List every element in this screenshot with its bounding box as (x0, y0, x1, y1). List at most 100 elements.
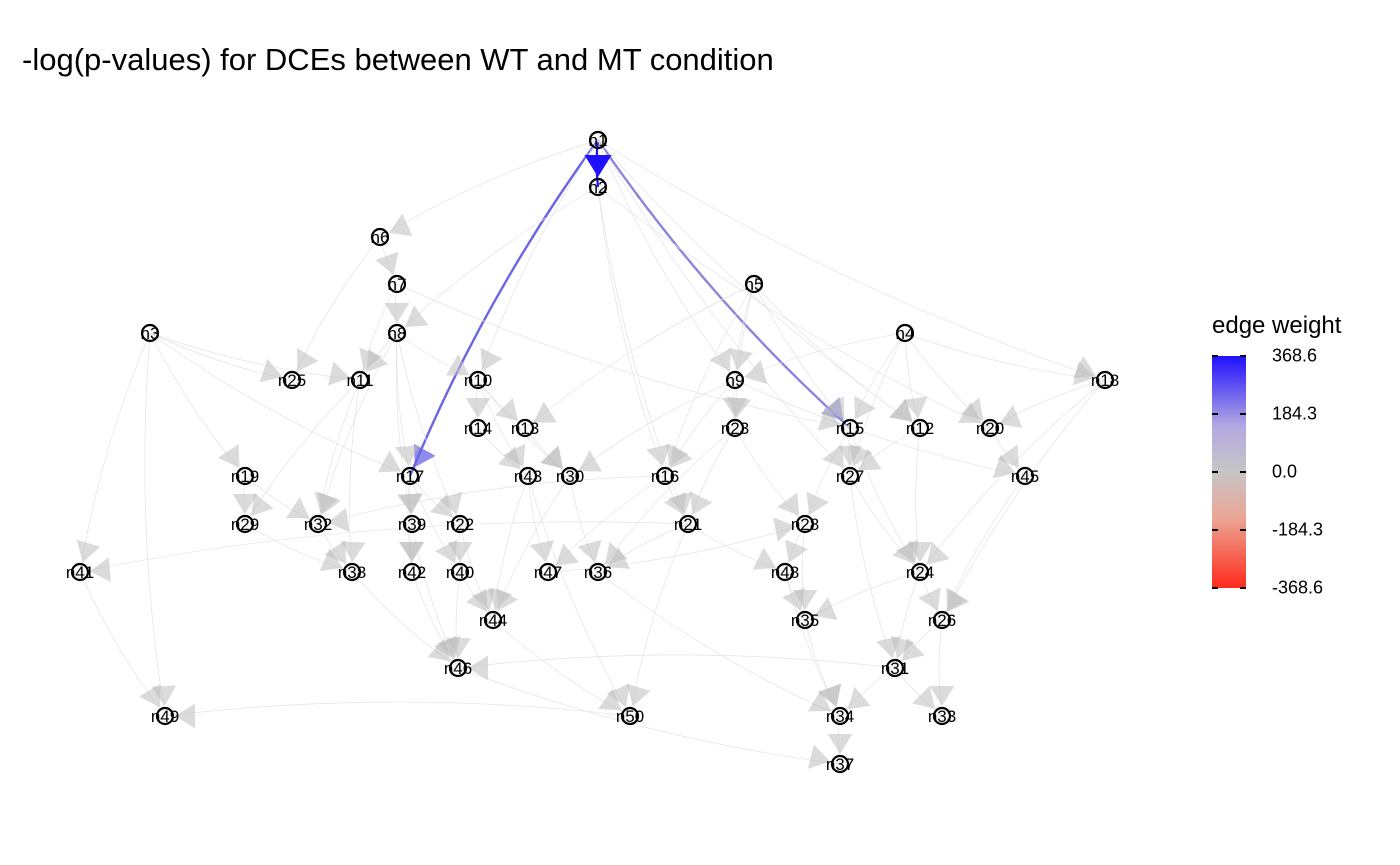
node-n9[interactable]: n9 (726, 370, 745, 390)
node-n20[interactable]: n20 (976, 418, 1004, 438)
node-n29[interactable]: n29 (231, 514, 259, 534)
node-label: n42 (398, 563, 426, 582)
node-n45[interactable]: n45 (1011, 466, 1039, 486)
edge (408, 139, 599, 477)
node-n7[interactable]: n7 (387, 274, 407, 294)
edge-arrowhead (328, 361, 351, 386)
node-n47[interactable]: n47 (534, 562, 562, 582)
node-n3[interactable]: n3 (141, 323, 160, 343)
edge (597, 139, 1106, 381)
node-n12[interactable]: n12 (906, 418, 934, 438)
node-n18[interactable]: n18 (1091, 370, 1119, 390)
edge (687, 427, 736, 525)
node-label: n47 (534, 563, 562, 582)
edge-arrowhead (497, 446, 521, 470)
edge (569, 475, 599, 573)
node-n21[interactable]: n21 (674, 514, 702, 534)
node-label: n31 (881, 659, 909, 678)
node-n2[interactable]: n2 (589, 177, 608, 197)
node-n11[interactable]: n11 (346, 370, 374, 390)
node-n46[interactable]: n46 (444, 658, 472, 678)
edge-arrowhead (286, 497, 310, 519)
node-n22[interactable]: n22 (446, 514, 474, 534)
node-n5[interactable]: n5 (745, 274, 764, 294)
node-n44[interactable]: n44 (479, 610, 507, 630)
edge-arrowhead (366, 348, 389, 373)
edge-arrowhead (175, 703, 195, 729)
node-n34[interactable]: n34 (826, 706, 854, 726)
edge (477, 379, 529, 477)
node-n33[interactable]: n33 (928, 706, 956, 726)
node-circle (620, 706, 640, 726)
node-label: n44 (479, 611, 507, 630)
edge-arrowhead (89, 557, 111, 583)
edge-arrowhead (578, 450, 603, 472)
node-n10[interactable]: n10 (464, 370, 492, 390)
node-n13[interactable]: n13 (511, 418, 539, 438)
edge (396, 283, 851, 429)
node-n27[interactable]: n27 (836, 466, 864, 486)
node-n48[interactable]: n48 (771, 562, 799, 582)
node-label: n28 (791, 515, 819, 534)
node-circle (308, 514, 328, 534)
node-n38[interactable]: n38 (338, 562, 366, 582)
node-n17[interactable]: n17 (396, 466, 424, 486)
node-n35[interactable]: n35 (791, 610, 819, 630)
node-circle (538, 562, 558, 582)
node-n23[interactable]: n23 (721, 418, 749, 438)
node-n30[interactable]: n30 (556, 466, 584, 486)
edge (597, 139, 736, 381)
node-label: n46 (444, 659, 472, 678)
node-circle (795, 610, 815, 630)
node-n28[interactable]: n28 (791, 514, 819, 534)
node-n16[interactable]: n16 (651, 466, 679, 486)
node-n50[interactable]: n50 (616, 706, 644, 726)
node-circle (910, 562, 930, 582)
node-n36[interactable]: n36 (584, 562, 612, 582)
node-n1[interactable]: n1 (589, 130, 608, 150)
node-n25[interactable]: n25 (278, 370, 306, 390)
node-n15[interactable]: n15 (836, 418, 864, 438)
node-label: n48 (771, 563, 799, 582)
edge (396, 186, 599, 334)
node-circle (387, 274, 407, 294)
node-n32[interactable]: n32 (304, 514, 332, 534)
node-n26[interactable]: n26 (928, 610, 956, 630)
edge-arrowhead (445, 354, 470, 376)
node-n24[interactable]: n24 (906, 562, 934, 582)
node-n40[interactable]: n40 (446, 562, 474, 582)
node-label: n2 (589, 178, 608, 197)
edge-arrowhead (447, 542, 473, 562)
node-n42[interactable]: n42 (398, 562, 426, 582)
node-n41[interactable]: n41 (66, 562, 94, 582)
node-label: n6 (371, 228, 390, 247)
edge-arrowhead (394, 445, 420, 467)
edge (804, 427, 851, 525)
node-n49[interactable]: n49 (151, 706, 179, 726)
node-n19[interactable]: n19 (231, 466, 259, 486)
edge-arrowhead (926, 541, 950, 565)
node-circle (840, 466, 860, 486)
edge-arrowhead (946, 587, 968, 612)
edge-arrowhead (465, 588, 488, 612)
node-n39[interactable]: n39 (398, 514, 426, 534)
node-n37[interactable]: n37 (826, 754, 854, 774)
node-label: n30 (556, 467, 584, 486)
node-circle (448, 658, 468, 678)
node-n31[interactable]: n31 (881, 658, 909, 678)
node-n6[interactable]: n6 (371, 227, 390, 247)
edge-arrowhead (997, 444, 1020, 468)
edge-arrowhead (327, 507, 350, 533)
node-n14[interactable]: n14 (464, 418, 492, 438)
edge-arrowhead (999, 405, 1023, 428)
legend: edge weight 368.6 184.3 0.0 -184.3 -368.… (1212, 312, 1341, 598)
node-n8[interactable]: n8 (388, 323, 407, 343)
node-circle (795, 514, 815, 534)
node-circle (518, 466, 538, 486)
node-n43[interactable]: n43 (514, 466, 542, 486)
node-circle (885, 658, 905, 678)
edge (79, 521, 689, 573)
node-n4[interactable]: n4 (896, 323, 915, 343)
node-label: n25 (278, 371, 306, 390)
node-label: n29 (231, 515, 259, 534)
